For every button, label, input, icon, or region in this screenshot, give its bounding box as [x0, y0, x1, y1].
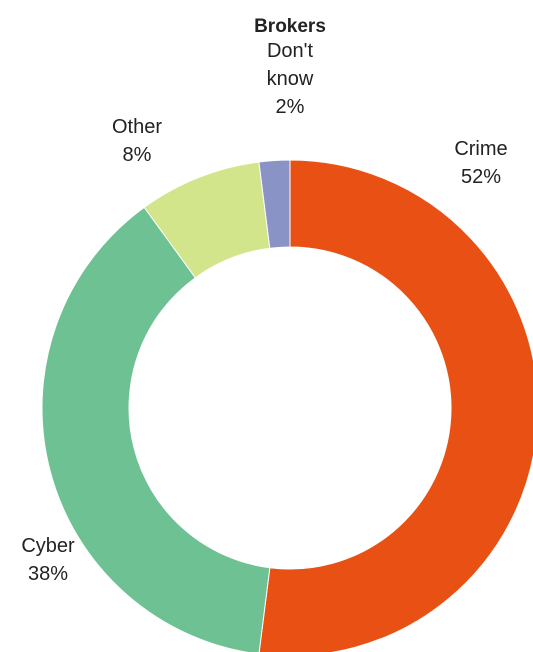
data-label-crime: Crime 52%	[454, 138, 507, 188]
labels-group: Crime 52% Cyber 38% Other 8% Don't know 2%	[21, 40, 507, 585]
slice-cyber	[41, 206, 271, 652]
slice-crime	[258, 159, 533, 652]
slice-don-t-know	[258, 159, 291, 249]
data-label-don-t-know: Don't know 2%	[267, 40, 314, 118]
slices-group	[41, 159, 533, 652]
data-label-other: Other 8%	[112, 116, 162, 166]
data-label-cyber: Cyber 38%	[21, 535, 75, 585]
chart-title: Brokers	[254, 16, 326, 37]
